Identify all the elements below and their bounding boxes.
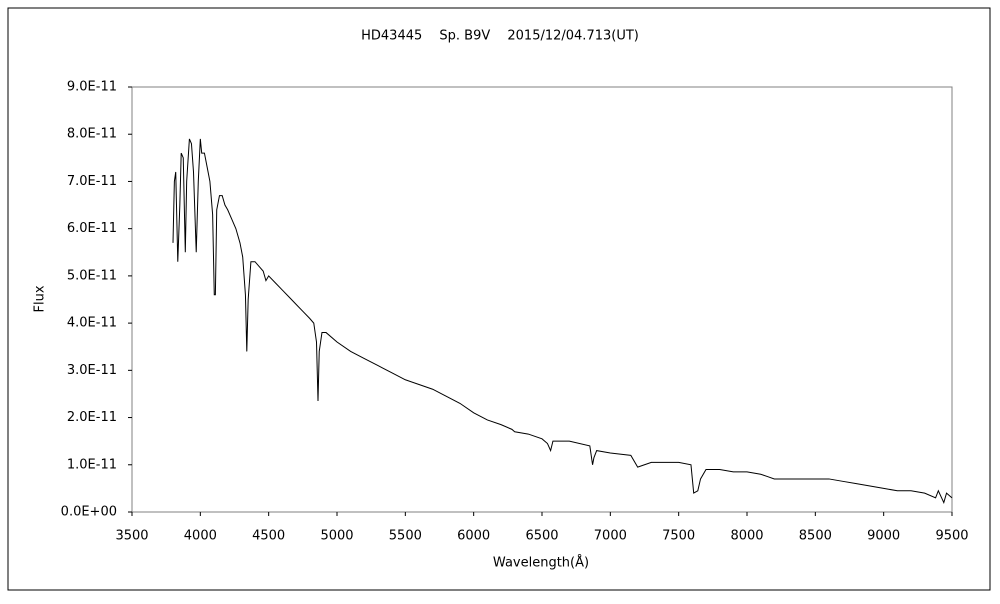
y-tick-label: 1.0E-11 bbox=[67, 457, 117, 472]
y-tick-label: 7.0E-11 bbox=[67, 174, 117, 189]
y-tick-label: 9.0E-11 bbox=[67, 80, 117, 95]
y-tick-label: 0.0E+00 bbox=[61, 505, 117, 520]
x-tick-label: 7500 bbox=[662, 529, 695, 544]
y-tick-label: 5.0E-11 bbox=[67, 268, 117, 283]
y-tick-label: 4.0E-11 bbox=[67, 316, 117, 331]
x-tick-label: 9500 bbox=[935, 529, 968, 544]
y-tick-label: 6.0E-11 bbox=[67, 221, 117, 236]
x-tick-label: 4500 bbox=[252, 529, 285, 544]
y-axis-label: Flux bbox=[33, 285, 48, 312]
chart-frame bbox=[7, 7, 991, 591]
x-tick-label: 8000 bbox=[730, 529, 763, 544]
x-tick-label: 3500 bbox=[115, 529, 148, 544]
y-tick-label: 3.0E-11 bbox=[67, 363, 117, 378]
x-tick-label: 4000 bbox=[184, 529, 217, 544]
chart-title: HD43445 Sp. B9V 2015/12/04.713(UT) bbox=[361, 29, 639, 44]
x-tick-label: 5000 bbox=[320, 529, 353, 544]
x-tick-label: 5500 bbox=[389, 529, 422, 544]
x-tick-label: 8500 bbox=[799, 529, 832, 544]
x-axis-label: Wavelength(Å) bbox=[493, 555, 589, 571]
x-tick-label: 6500 bbox=[525, 529, 558, 544]
x-tick-label: 6000 bbox=[457, 529, 490, 544]
x-tick-label: 7000 bbox=[594, 529, 627, 544]
spectrum-line bbox=[172, 138, 953, 504]
x-tick-label: 9000 bbox=[867, 529, 900, 544]
y-tick-label: 8.0E-11 bbox=[67, 127, 117, 142]
y-tick-label: 2.0E-11 bbox=[67, 410, 117, 425]
